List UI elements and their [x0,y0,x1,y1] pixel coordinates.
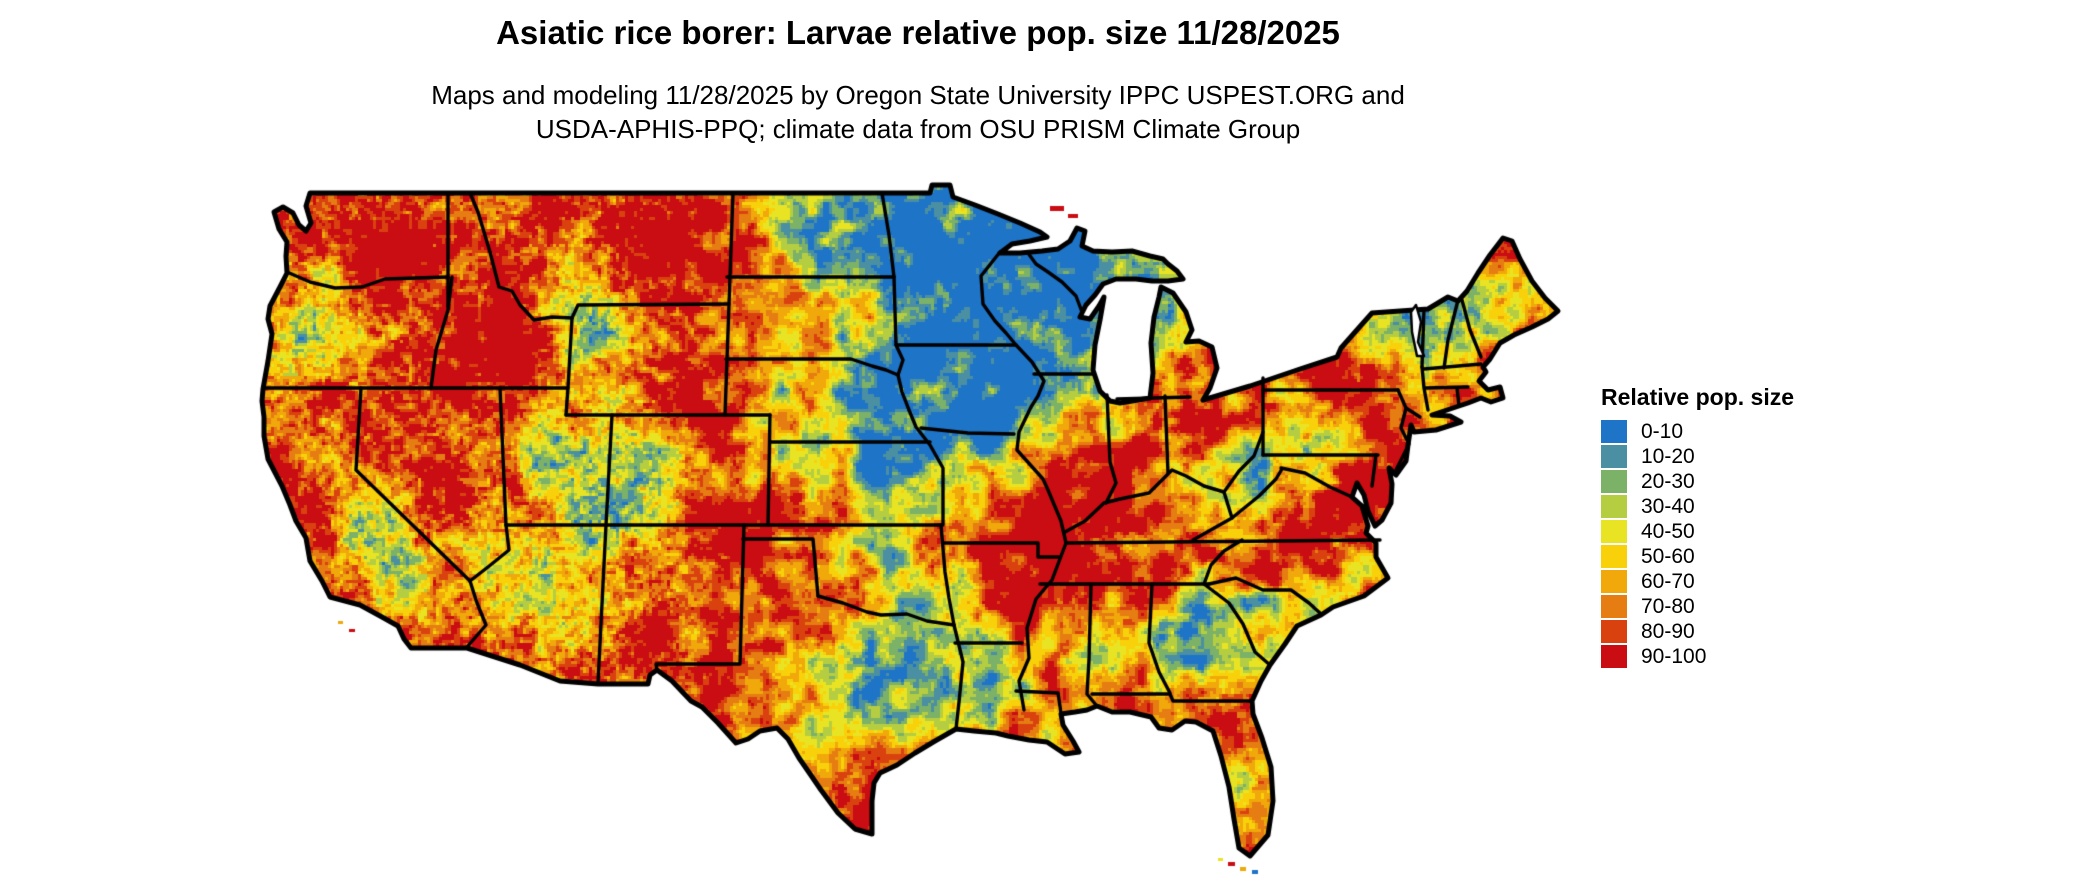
legend-swatch [1601,645,1627,668]
legend-entry-label: 90-100 [1641,644,1707,668]
legend-swatch [1601,495,1627,518]
legend-swatch [1601,595,1627,618]
legend-entry-label: 70-80 [1641,594,1695,618]
legend-entry: 30-40 [1601,494,1901,519]
legend-title: Relative pop. size [1601,384,1795,410]
page-title: Asiatic rice borer: Larvae relative pop.… [496,14,1340,51]
legend-swatch [1601,420,1627,443]
legend-swatch [1601,445,1627,468]
legend-entry-label: 10-20 [1641,444,1695,468]
legend-entry-label: 0-10 [1641,419,1684,443]
subtitle-line-2: USDA-APHIS-PPQ; climate data from OSU PR… [535,114,1301,144]
legend-entry: 90-100 [1601,644,1901,669]
legend-entry: 80-90 [1601,619,1901,644]
legend-entry-label: 30-40 [1641,494,1695,518]
legend-entry-label: 40-50 [1641,519,1695,543]
legend: Relative pop. size 0-10 10-20 20-30 30-40 40… [1601,384,1901,669]
legend-entry-label: 60-70 [1641,569,1695,593]
legend-swatch [1601,545,1627,568]
legend-entry: 10-20 [1601,444,1901,469]
legend-swatch [1601,620,1627,643]
title-block: Asiatic rice borer: Larvae relative pop.… [268,14,1568,146]
legend-entry: 60-70 [1601,569,1901,594]
legend-entry: 70-80 [1601,594,1901,619]
subtitle-line-1: Maps and modeling 11/28/2025 by Oregon S… [431,80,1405,110]
legend-entry: 50-60 [1601,544,1901,569]
legend-entry: 40-50 [1601,519,1901,544]
legend-entry-label: 50-60 [1641,544,1695,568]
legend-swatch [1601,470,1627,493]
legend-entry: 0-10 [1601,419,1901,444]
legend-swatch [1601,570,1627,593]
legend-rows: 0-10 10-20 20-30 30-40 40-50 50-60 60-70 70-80 8… [1601,419,1901,669]
legend-swatch [1601,520,1627,543]
legend-entry: 20-30 [1601,469,1901,494]
legend-entry-label: 20-30 [1641,469,1695,493]
legend-entry-label: 80-90 [1641,619,1695,643]
